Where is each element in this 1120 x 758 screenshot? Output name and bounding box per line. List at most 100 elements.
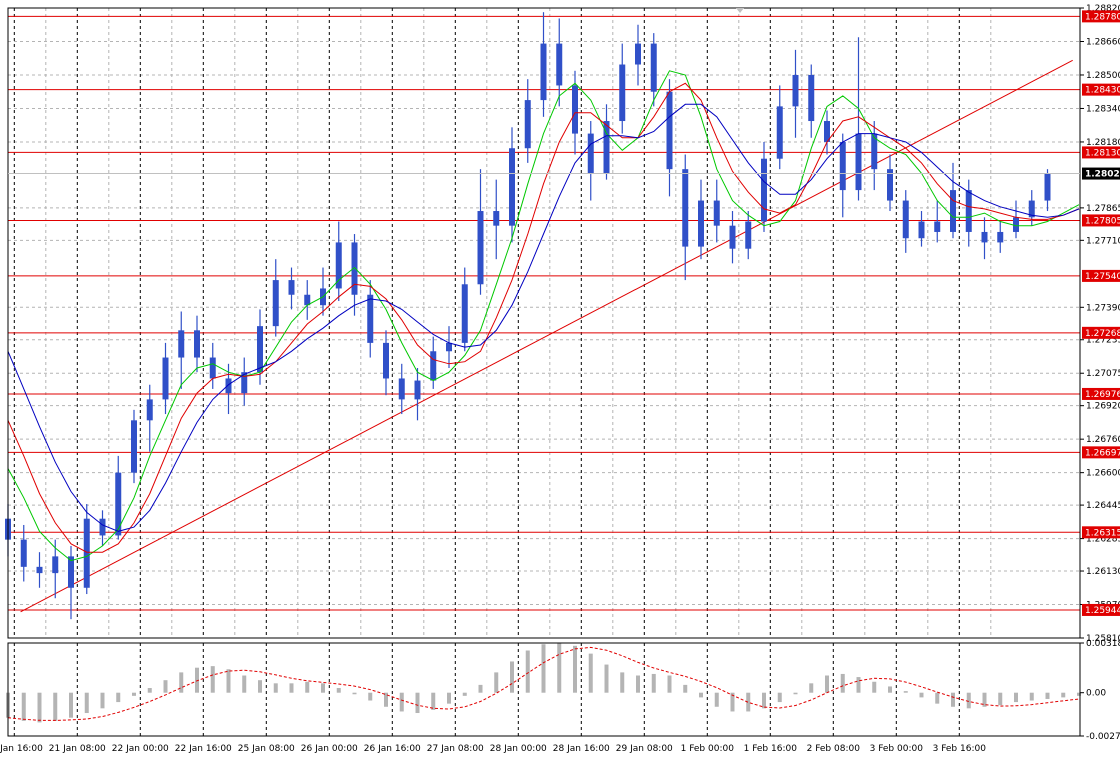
level-label-box: [1082, 526, 1120, 539]
candle: [178, 311, 185, 389]
candle: [115, 455, 122, 540]
candle-body: [304, 294, 311, 306]
candle-body: [461, 284, 468, 343]
candle-body: [839, 141, 846, 191]
candle-body: [524, 100, 531, 149]
candle-body: [1013, 217, 1019, 232]
oscillator-bar: [683, 684, 688, 693]
oscillator-bar: [352, 692, 357, 695]
oscillator-bar: [651, 673, 656, 693]
oscillator-bar: [1077, 692, 1081, 696]
candle-body: [556, 43, 563, 86]
oscillator-bar: [1014, 692, 1018, 703]
x-tick-label: 21 Jan 08:00: [49, 744, 106, 754]
candle-body: [493, 211, 500, 226]
candle-body: [446, 342, 452, 352]
oscillator-bar: [116, 692, 121, 703]
candle-body: [902, 200, 909, 239]
oscillator-bar: [273, 683, 278, 693]
candle-body: [509, 148, 515, 226]
candle: [414, 368, 421, 421]
level-label: 1.27805: [1085, 216, 1120, 226]
level-label: 1.27268: [1085, 329, 1120, 339]
y-tick-label: 1.28340: [1086, 104, 1120, 114]
candle-body: [572, 85, 578, 134]
candle: [808, 64, 815, 138]
y-tick-label: 1.27390: [1086, 303, 1120, 313]
oscillator-bar: [793, 692, 798, 695]
oscillator-bar: [447, 692, 451, 704]
candle-body: [650, 43, 657, 92]
candle: [509, 127, 515, 243]
candle: [383, 330, 389, 396]
y-tick-label: 1.28820: [1086, 4, 1120, 14]
oscillator-bar: [1029, 692, 1034, 701]
candle-body: [68, 556, 74, 588]
candle-body: [162, 357, 169, 400]
candle-body: [824, 121, 830, 142]
candle-body: [587, 133, 594, 174]
candle-body: [430, 351, 437, 381]
level-label: 1.25944: [1085, 606, 1120, 616]
oscillator-y-tick-label: 0.00318: [1086, 639, 1120, 649]
shift-marker-icon: [736, 8, 744, 13]
oscillator-y-tick-label: 0.00: [1086, 689, 1106, 699]
oscillator-bar: [919, 692, 924, 698]
candle: [194, 315, 200, 373]
candle-body: [761, 158, 767, 222]
oscillator-bar: [699, 692, 703, 698]
oscillator-bar: [210, 666, 215, 693]
oscillator-bar: [242, 675, 247, 693]
y-tick-label: 1.26760: [1086, 435, 1120, 445]
oscillator-bar: [336, 688, 341, 693]
y-tick-label: 1.26285: [1086, 535, 1120, 545]
candle-body: [619, 64, 626, 122]
candle: [698, 179, 704, 260]
y-tick-label: 1.28500: [1086, 71, 1120, 81]
candle: [1013, 200, 1019, 239]
oscillator-layer: [6, 642, 1081, 723]
candle: [729, 211, 736, 264]
oscillator-bar: [132, 692, 136, 696]
candle: [351, 234, 358, 316]
oscillator-bar: [840, 673, 845, 693]
level-label-box: [1082, 146, 1120, 159]
oscillator-bar: [888, 686, 892, 693]
level-label-box: [1082, 387, 1120, 400]
oscillator-bar: [431, 692, 436, 710]
oscillator-bar: [415, 692, 420, 714]
x-tick-label: 25 Jan 08:00: [238, 744, 295, 754]
candle-body: [965, 190, 972, 232]
candle-body: [477, 211, 484, 285]
candle-body: [666, 91, 673, 170]
candle: [398, 363, 405, 415]
oscillator-bar: [321, 683, 325, 693]
candle: [83, 504, 90, 595]
moving-average-line-3: [7, 103, 1080, 532]
candle: [461, 267, 468, 352]
oscillator-bar: [825, 675, 829, 693]
x-tick-label: 29 Jan 08:00: [616, 744, 673, 754]
y-tick-label: 1.27075: [1086, 369, 1120, 379]
candle: [902, 190, 909, 253]
oscillator-bar: [1045, 692, 1050, 699]
oscillator-bar: [809, 683, 814, 693]
candle: [241, 357, 248, 406]
level-label: 1.28430: [1085, 86, 1120, 96]
grid-layer: [8, 7, 1080, 736]
candle: [20, 524, 27, 582]
candle-body: [225, 378, 232, 394]
oscillator-bar: [966, 692, 971, 709]
candle-body: [20, 539, 27, 567]
candle: [272, 259, 279, 337]
candle-body: [367, 294, 374, 343]
y-tick-label: 1.26920: [1086, 402, 1120, 412]
candle: [556, 18, 563, 107]
candle-body: [99, 518, 106, 536]
candle: [1044, 169, 1051, 212]
candle: [713, 179, 720, 243]
level-label-box: [1082, 603, 1120, 616]
oscillator-bar: [195, 667, 199, 693]
oscillator-bar: [53, 692, 58, 721]
